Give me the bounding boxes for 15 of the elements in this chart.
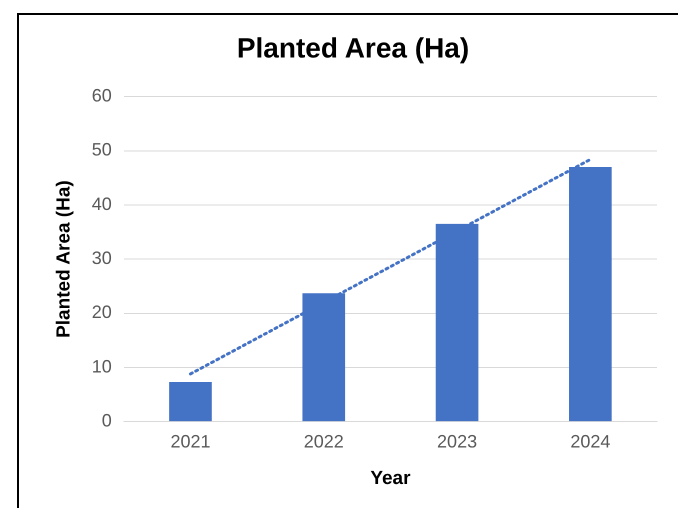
y-tick-label: 0 xyxy=(102,410,112,431)
y-tick-label: 10 xyxy=(92,356,112,376)
y-tick-label: 30 xyxy=(92,248,112,268)
y-tick-label: 50 xyxy=(92,140,112,160)
y-tick-label: 20 xyxy=(92,302,112,322)
y-tick-label: 60 xyxy=(92,86,112,106)
x-tick-label: 2023 xyxy=(437,431,478,452)
y-tick-label: 40 xyxy=(92,194,112,214)
x-tick-label: 2021 xyxy=(170,431,210,452)
x-tick-label: 2024 xyxy=(570,431,610,452)
chart-title: Planted Area (Ha) xyxy=(236,32,470,64)
y-axis-title: Planted Area (Ha) xyxy=(54,180,75,338)
bar xyxy=(169,382,212,422)
x-axis-title: Year xyxy=(370,468,412,489)
x-tick-label: 2022 xyxy=(304,431,344,452)
